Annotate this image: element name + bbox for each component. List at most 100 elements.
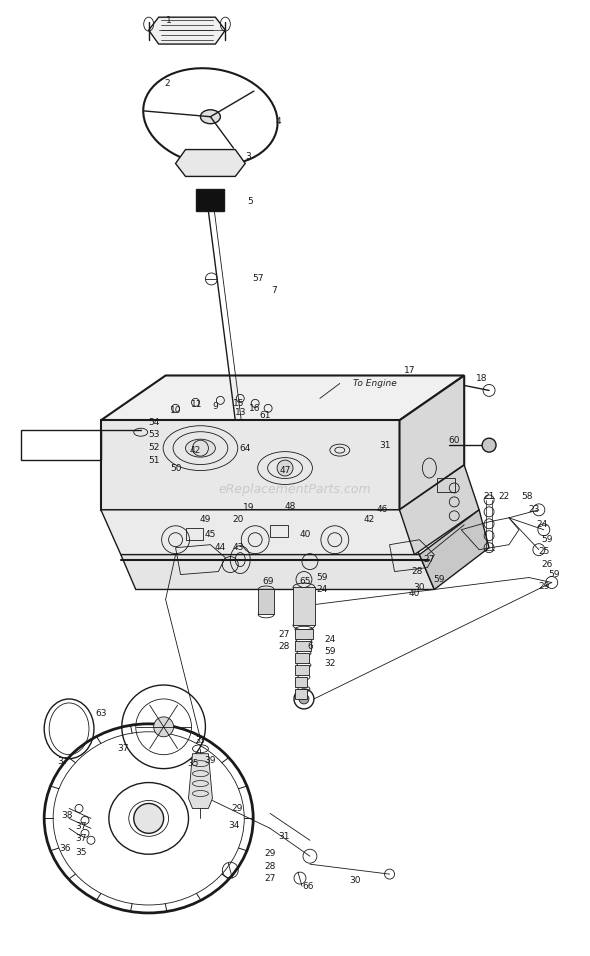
Text: 39: 39: [205, 756, 216, 765]
Bar: [185, 528, 204, 540]
Text: 54: 54: [148, 418, 159, 426]
Text: 28: 28: [264, 861, 276, 871]
Text: 31: 31: [379, 441, 391, 449]
Text: 32: 32: [324, 659, 336, 667]
Text: 43: 43: [232, 543, 244, 553]
Text: 49: 49: [200, 515, 211, 524]
Text: 5: 5: [247, 197, 253, 206]
Bar: [270, 525, 288, 536]
Text: 21: 21: [483, 492, 495, 501]
Text: 59: 59: [316, 573, 327, 582]
Polygon shape: [188, 753, 212, 809]
Text: 24: 24: [316, 585, 327, 594]
Text: 52: 52: [148, 443, 159, 451]
Text: 40: 40: [299, 531, 311, 539]
Text: 59: 59: [434, 575, 445, 584]
Circle shape: [299, 694, 309, 704]
Text: 13: 13: [234, 408, 246, 417]
Polygon shape: [149, 17, 225, 44]
Text: 29: 29: [232, 804, 243, 813]
Text: 2: 2: [165, 79, 171, 88]
Text: 48: 48: [284, 502, 296, 511]
Text: 30: 30: [349, 876, 360, 884]
Circle shape: [153, 717, 173, 737]
Text: 17: 17: [404, 366, 415, 375]
Text: 1: 1: [166, 15, 172, 25]
Polygon shape: [101, 376, 464, 421]
Circle shape: [482, 438, 496, 452]
Text: 64: 64: [240, 444, 251, 452]
Text: 6: 6: [307, 641, 313, 651]
Text: 10: 10: [170, 405, 181, 415]
Bar: [295, 629, 313, 640]
Text: 57: 57: [253, 274, 264, 283]
Text: 66: 66: [302, 881, 314, 891]
Text: 61: 61: [260, 411, 271, 420]
Text: 18: 18: [476, 374, 488, 383]
Text: 38: 38: [61, 811, 73, 820]
Polygon shape: [121, 554, 434, 590]
Text: 35: 35: [188, 759, 199, 769]
Text: 7: 7: [271, 287, 277, 295]
Text: 46: 46: [377, 506, 388, 514]
Polygon shape: [419, 510, 489, 590]
Polygon shape: [399, 465, 479, 554]
Text: 42: 42: [364, 515, 375, 524]
Text: 27: 27: [424, 555, 435, 564]
Text: 31: 31: [278, 832, 290, 841]
Text: 3: 3: [245, 152, 251, 161]
Ellipse shape: [201, 110, 220, 123]
Bar: [293, 588, 315, 625]
Text: To Engine: To Engine: [353, 379, 396, 388]
Text: 20: 20: [232, 515, 244, 524]
Text: 11: 11: [191, 400, 202, 409]
Ellipse shape: [185, 439, 215, 457]
Text: 33: 33: [195, 736, 205, 746]
Polygon shape: [101, 421, 399, 510]
Text: 51: 51: [148, 456, 159, 465]
Bar: [295, 653, 309, 663]
Text: 29: 29: [538, 582, 549, 591]
Text: 15: 15: [232, 399, 244, 408]
Bar: [437, 478, 455, 492]
Bar: [295, 689, 307, 699]
Bar: [196, 189, 224, 211]
Text: 28: 28: [412, 567, 423, 576]
Circle shape: [134, 803, 163, 834]
Polygon shape: [399, 376, 464, 510]
Text: 19: 19: [242, 504, 254, 512]
Text: 22: 22: [499, 492, 510, 501]
Text: 59: 59: [548, 570, 559, 579]
Text: 27: 27: [264, 874, 276, 882]
Text: 37: 37: [117, 744, 129, 753]
Text: 47: 47: [279, 466, 291, 474]
Text: 37: 37: [76, 822, 87, 831]
Text: 23: 23: [528, 506, 540, 514]
Text: 45: 45: [205, 531, 216, 539]
Polygon shape: [101, 510, 419, 554]
Bar: [295, 665, 309, 675]
Text: 63: 63: [95, 709, 107, 718]
Text: 24: 24: [324, 635, 336, 643]
Text: 27: 27: [278, 630, 290, 639]
Text: 29: 29: [264, 849, 276, 858]
Circle shape: [277, 460, 293, 476]
Text: eReplacementParts.com: eReplacementParts.com: [219, 484, 371, 496]
Text: 44: 44: [215, 543, 226, 553]
Text: 50: 50: [170, 464, 181, 472]
Text: 37: 37: [76, 834, 87, 843]
Text: 37: 37: [57, 757, 69, 766]
Text: 40: 40: [409, 589, 420, 598]
Text: 4: 4: [276, 118, 281, 126]
Text: 36: 36: [60, 844, 71, 853]
Text: 53: 53: [148, 429, 159, 439]
Text: 42: 42: [190, 445, 201, 455]
Text: 35: 35: [76, 848, 87, 857]
Text: 28: 28: [278, 641, 290, 651]
Text: 30: 30: [414, 583, 425, 592]
Bar: [295, 677, 307, 687]
Text: 65: 65: [299, 577, 311, 586]
Text: 24: 24: [536, 520, 548, 530]
Text: 25: 25: [538, 547, 549, 556]
Text: 16: 16: [250, 403, 261, 413]
